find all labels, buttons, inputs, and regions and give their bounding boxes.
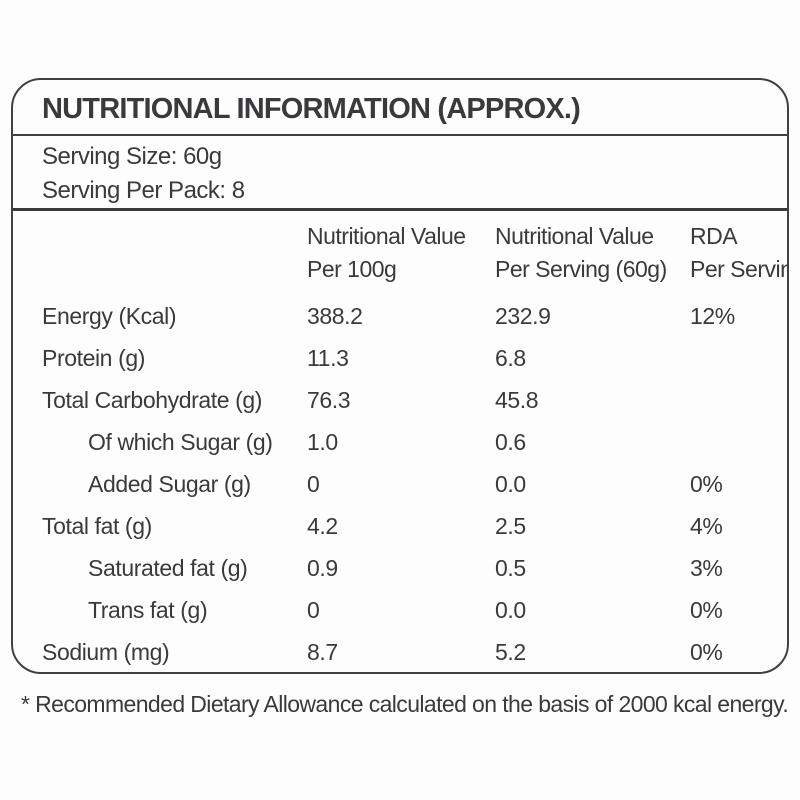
row-per-100g: 4.2 <box>307 513 338 539</box>
table-row: Added Sugar (g) 0 0.0 0% <box>42 463 777 505</box>
header-per-serving: Nutritional Value Per Serving (60g) <box>495 223 667 282</box>
row-per-serving: 0.0 <box>495 597 526 623</box>
row-per-100g: 0 <box>307 597 320 623</box>
table-row: Total fat (g) 4.2 2.5 4% <box>42 505 777 547</box>
serving-size-text: Serving Size: 60g <box>42 143 222 170</box>
header-spacer <box>42 220 307 295</box>
row-label: Total Carbohydrate (g) <box>42 387 263 413</box>
row-per-serving: 2.5 <box>495 513 526 539</box>
row-rda: 4% <box>690 513 723 539</box>
panel-title: NUTRITIONAL INFORMATION (APPROX.) <box>13 80 787 136</box>
serving-per-pack-text: Serving Per Pack: 8 <box>42 177 245 204</box>
row-per-serving: 6.8 <box>495 345 526 371</box>
nutrition-table: Nutritional Value Per 100g Nutritional V… <box>13 211 787 672</box>
row-rda: 12% <box>690 303 735 329</box>
row-rda <box>690 337 777 379</box>
row-per-serving: 0.5 <box>495 555 526 581</box>
row-per-100g: 8.7 <box>307 639 338 665</box>
table-row: Saturated fat (g) 0.9 0.5 3% <box>42 547 777 589</box>
row-rda: 0% <box>690 639 723 665</box>
row-per-100g: 1.0 <box>307 429 338 455</box>
header-rda: RDA Per Serving* <box>690 223 787 282</box>
row-label: Trans fat (g) <box>88 597 208 623</box>
row-rda: 0% <box>690 471 723 497</box>
table-header-row: Nutritional Value Per 100g Nutritional V… <box>42 211 787 295</box>
table-row: Total Carbohydrate (g) 76.3 45.8 <box>42 379 777 421</box>
row-label: Total fat (g) <box>42 513 152 539</box>
row-rda: 0% <box>690 597 723 623</box>
row-label: Sodium (mg) <box>42 639 170 665</box>
row-per-serving: 45.8 <box>495 387 539 413</box>
rda-footnote: * Recommended Dietary Allowance calculat… <box>21 691 789 717</box>
row-rda <box>690 379 777 421</box>
row-label: Of which Sugar (g) <box>88 429 273 455</box>
row-per-serving: 232.9 <box>495 303 551 329</box>
row-label: Energy (Kcal) <box>42 303 177 329</box>
table-row: Sodium (mg) 8.7 5.2 0% <box>42 631 777 672</box>
row-label: Added Sugar (g) <box>88 471 251 497</box>
row-per-100g: 388.2 <box>307 303 363 329</box>
nutrition-panel: NUTRITIONAL INFORMATION (APPROX.) Servin… <box>11 78 789 674</box>
header-per-100g: Nutritional Value Per 100g <box>307 223 466 282</box>
row-per-serving: 5.2 <box>495 639 526 665</box>
row-per-100g: 0 <box>307 471 320 497</box>
row-per-100g: 0.9 <box>307 555 338 581</box>
table-row: Energy (Kcal) 388.2 232.9 12% <box>42 295 777 337</box>
serving-info: Serving Size: 60g Serving Per Pack: 8 <box>13 136 787 211</box>
row-rda: 3% <box>690 555 723 581</box>
row-rda <box>690 421 777 463</box>
row-label: Saturated fat (g) <box>88 555 248 581</box>
row-per-serving: 0.6 <box>495 429 526 455</box>
table-row: Trans fat (g) 0 0.0 0% <box>42 589 777 631</box>
row-per-100g: 76.3 <box>307 387 351 413</box>
table-row: Of which Sugar (g) 1.0 0.6 <box>42 421 777 463</box>
row-per-100g: 11.3 <box>307 345 349 371</box>
row-label: Protein (g) <box>42 345 145 371</box>
row-per-serving: 0.0 <box>495 471 526 497</box>
table-row: Protein (g) 11.3 6.8 <box>42 337 777 379</box>
